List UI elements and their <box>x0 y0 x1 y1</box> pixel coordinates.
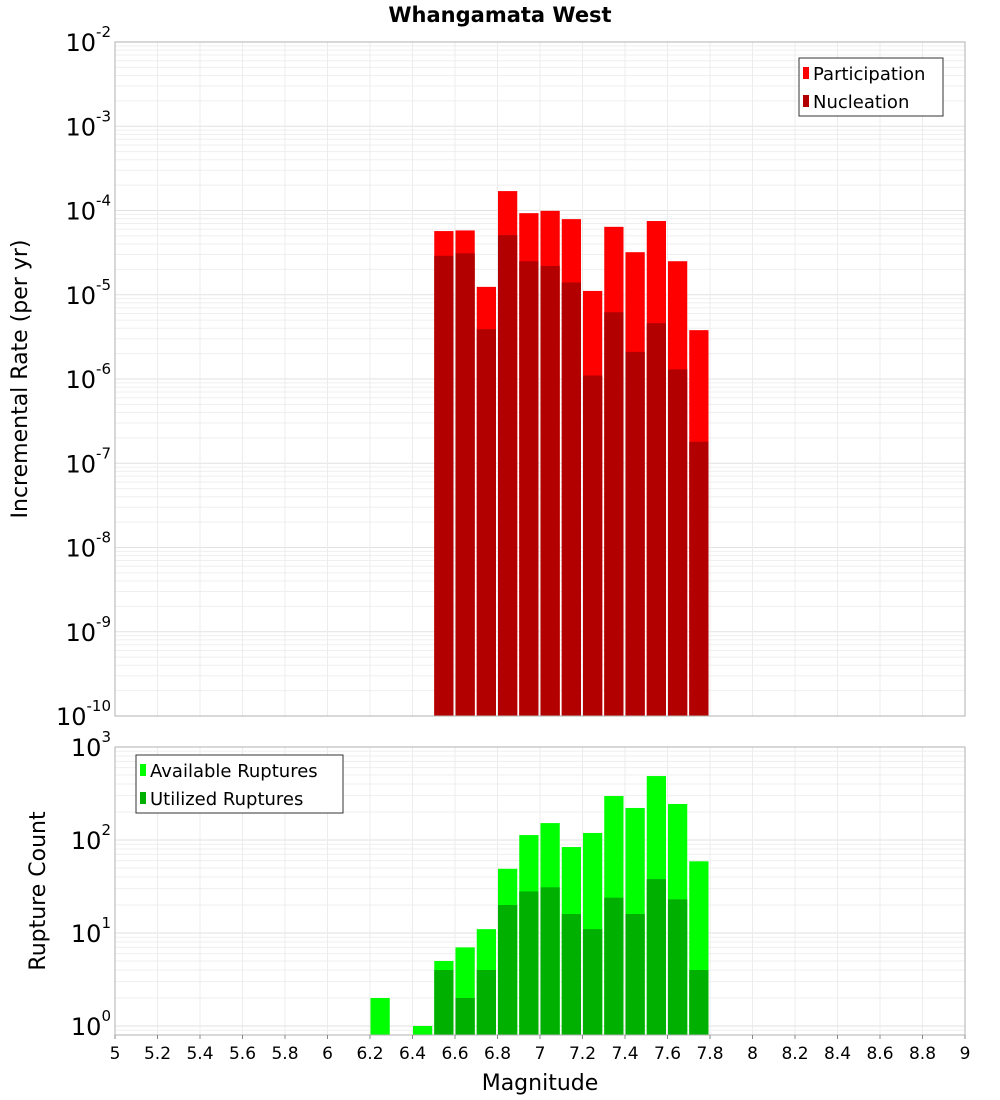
y-tick-label: 10-10 <box>56 697 111 731</box>
y-tick-label: 101 <box>71 914 111 948</box>
bar-utilized-ruptures <box>668 899 688 1035</box>
y-tick-label: 102 <box>71 821 111 855</box>
bar-utilized-ruptures <box>561 914 581 1035</box>
x-tick-label: 8.2 <box>781 1044 808 1064</box>
bar-nucleation <box>646 323 666 716</box>
legend-box <box>798 57 944 117</box>
plot-panel-0: 10-10 10-9 10-8 10-7 10-6 10-5 10-4 10-3 10-2 Par… <box>56 23 966 731</box>
y-axis-label-rate: Incremental Rate (per yr) <box>8 240 33 519</box>
bar-nucleation <box>668 369 688 716</box>
x-tick-label: 6.8 <box>484 1044 511 1064</box>
plot-panel-1: 100 101 102 103 Available Ruptures Utilized R… <box>71 728 966 1041</box>
y-tick-label: 10-3 <box>65 107 111 141</box>
bar-nucleation <box>434 255 454 716</box>
y-tick-label: 100 <box>71 1007 111 1041</box>
bar-utilized-ruptures <box>519 891 539 1035</box>
x-tick-label: 7 <box>535 1044 546 1064</box>
x-tick-label: 6.6 <box>441 1044 468 1064</box>
bar-nucleation <box>583 375 603 716</box>
bar-nucleation <box>455 253 475 716</box>
bar-nucleation <box>498 235 518 716</box>
x-tick-label: 9 <box>960 1044 971 1064</box>
x-tick-label: 7.8 <box>696 1044 723 1064</box>
x-tick-label: 5 <box>110 1044 121 1064</box>
x-tick-label: 5.8 <box>271 1044 298 1064</box>
x-tick-label: 5.2 <box>144 1044 171 1064</box>
bar-available-ruptures <box>413 1025 433 1035</box>
y-tick-label: 10-4 <box>65 192 111 226</box>
chart-title: Whangamata West <box>388 3 611 27</box>
bar-utilized-ruptures <box>646 879 666 1035</box>
x-tick-label: 6.4 <box>399 1044 426 1064</box>
bar-utilized-ruptures <box>476 969 496 1035</box>
legend-label: Available Ruptures <box>150 761 318 782</box>
y-tick-label: 10-2 <box>65 23 111 57</box>
x-tick-label: 6 <box>322 1044 333 1064</box>
bar-utilized-ruptures <box>434 969 454 1035</box>
legend-swatch-icon <box>803 67 809 79</box>
y-tick-label: 10-5 <box>65 276 111 310</box>
x-tick-label: 8 <box>747 1044 758 1064</box>
x-tick-label: 8.4 <box>824 1044 851 1064</box>
x-tick-label: 8.6 <box>866 1044 893 1064</box>
plot-border <box>114 41 966 717</box>
bar-nucleation <box>540 265 560 716</box>
y-tick-label: 10-7 <box>65 444 111 478</box>
legend-swatch-icon <box>803 95 809 107</box>
legend-label: Utilized Ruptures <box>150 789 303 810</box>
legend-label: Nucleation <box>813 92 909 113</box>
bar-utilized-ruptures <box>583 929 603 1035</box>
x-tick-label: 7.6 <box>654 1044 681 1064</box>
x-tick-label: 7.4 <box>611 1044 638 1064</box>
legend-swatch-icon <box>140 764 146 776</box>
legend-box <box>135 754 344 814</box>
bar-utilized-ruptures <box>625 914 645 1035</box>
x-tick-label: 8.8 <box>909 1044 936 1064</box>
bar-nucleation <box>689 441 709 716</box>
y-axis-label-count: Rupture Count <box>26 811 51 971</box>
bar-nucleation <box>561 282 581 716</box>
bar-utilized-ruptures <box>604 897 624 1035</box>
legend: Participation Nucleation <box>798 57 944 117</box>
bar-available-ruptures <box>370 997 390 1035</box>
bar-nucleation <box>604 312 624 716</box>
legend-label: Participation <box>813 64 925 85</box>
legend: Available Ruptures Utilized Ruptures <box>135 754 344 814</box>
bar-nucleation <box>625 351 645 716</box>
legend-swatch-icon <box>140 792 146 804</box>
bar-nucleation <box>476 329 496 716</box>
x-axis-label: Magnitude <box>482 1071 599 1096</box>
bar-utilized-ruptures <box>689 969 709 1035</box>
y-tick-label: 10-8 <box>65 529 111 563</box>
bar-utilized-ruptures <box>540 887 560 1035</box>
y-tick-label: 10-9 <box>65 613 111 647</box>
y-tick-label: 10-6 <box>65 360 111 394</box>
x-tick-label: 6.2 <box>356 1044 383 1064</box>
x-tick-label: 5.6 <box>229 1044 256 1064</box>
y-tick-label: 103 <box>71 728 111 762</box>
bar-utilized-ruptures <box>498 904 518 1035</box>
bar-utilized-ruptures <box>455 997 475 1035</box>
x-tick-label: 5.4 <box>186 1044 213 1064</box>
bar-nucleation <box>519 261 539 716</box>
x-tick-label: 7.2 <box>569 1044 596 1064</box>
